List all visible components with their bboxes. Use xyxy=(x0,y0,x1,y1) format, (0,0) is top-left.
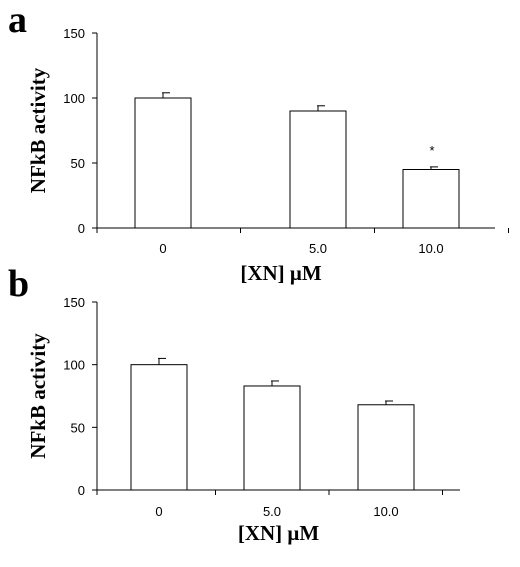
bar xyxy=(134,97,192,229)
y-tick-label: 100 xyxy=(63,91,85,106)
x-tick-label: 5.0 xyxy=(263,504,281,519)
panel-b-letter: b xyxy=(8,263,29,305)
y-tick-label: 0 xyxy=(78,483,85,498)
x-tick-label: 10.0 xyxy=(418,241,443,256)
y-tick-label: 0 xyxy=(78,221,85,236)
y-tick-label: 100 xyxy=(63,358,85,373)
y-axis-title: NFkB activity xyxy=(26,67,50,193)
significance-marker: * xyxy=(429,143,434,158)
x-tick-label: 0 xyxy=(159,241,166,256)
x-tick-label: 10.0 xyxy=(373,504,398,519)
x-axis-title: [XN] μM xyxy=(240,261,321,285)
bar xyxy=(357,404,415,491)
bar xyxy=(243,385,301,491)
y-axis-title: NFkB activity xyxy=(26,333,50,459)
panel-a: a 0 50 100 150 0 5.0 10.0 * [XN] μM NFkB activity xyxy=(8,0,509,285)
panel-b: b 0 50 100 150 0 5.0 10.0 [XN] μM NFkB activity xyxy=(8,263,460,545)
x-axis-title: [XN] μM xyxy=(238,521,319,545)
y-tick-label: 150 xyxy=(63,295,85,310)
y-tick-label: 50 xyxy=(71,420,85,435)
bar xyxy=(130,364,188,491)
panel-a-letter: a xyxy=(8,0,27,41)
bar xyxy=(402,169,460,229)
y-tick-label: 50 xyxy=(71,156,85,171)
y-tick-label: 150 xyxy=(63,26,85,41)
bar xyxy=(289,110,347,229)
x-tick-label: 0 xyxy=(155,504,162,519)
x-tick-label: 5.0 xyxy=(309,241,327,256)
